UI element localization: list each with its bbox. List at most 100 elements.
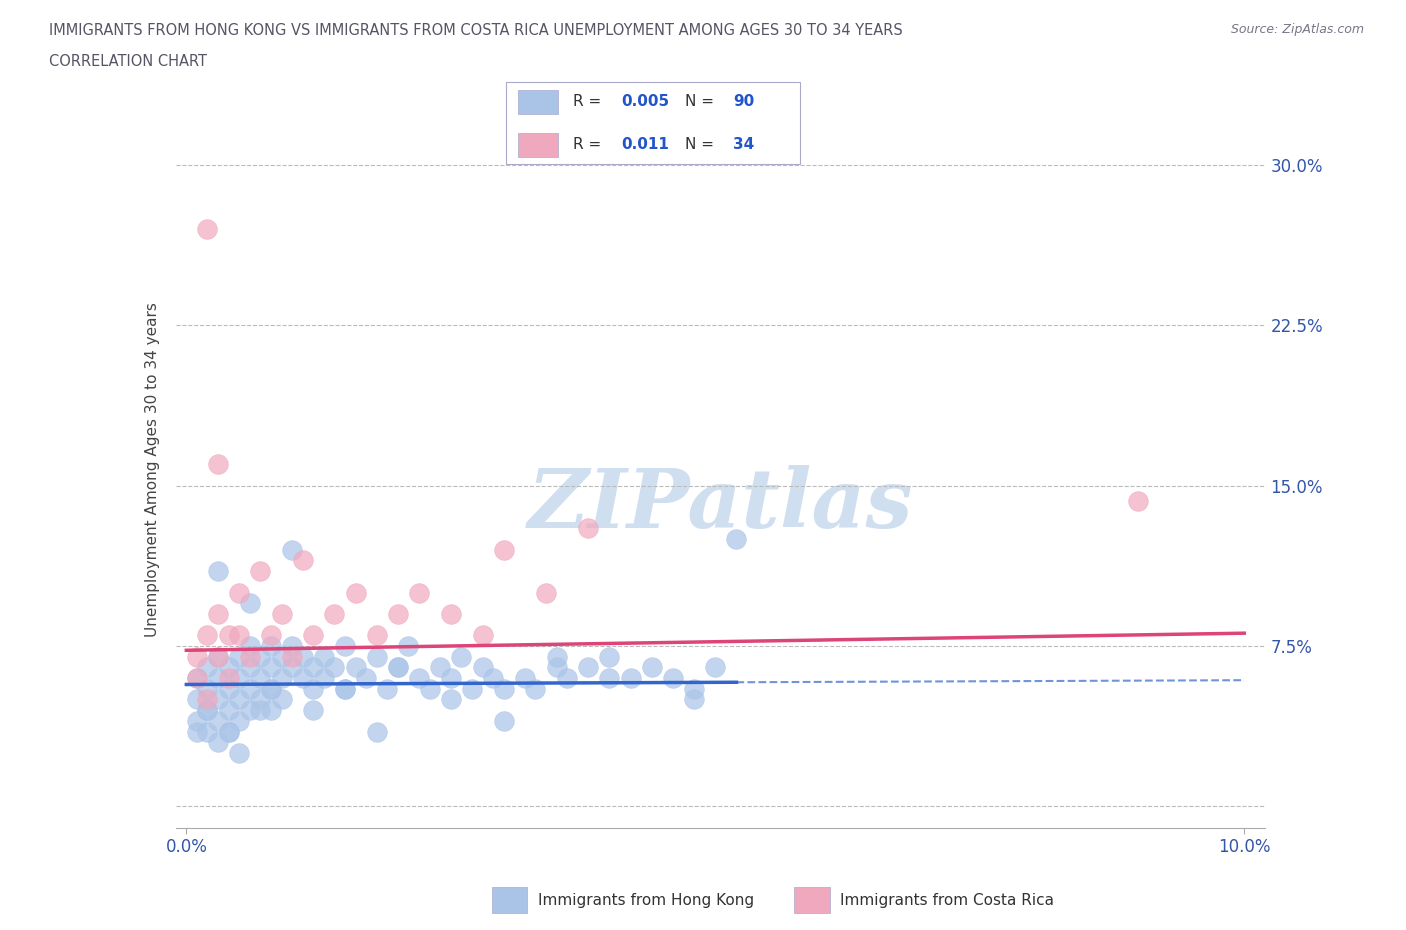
Point <box>239 682 262 697</box>
Point <box>218 724 240 739</box>
Point <box>270 692 292 707</box>
Bar <box>794 887 830 913</box>
Text: CORRELATION CHART: CORRELATION CHART <box>49 54 207 69</box>
Text: 90: 90 <box>733 94 755 110</box>
Point <box>197 628 219 643</box>
Point <box>291 553 314 568</box>
Point <box>291 671 314 685</box>
Point <box>302 682 325 697</box>
Point <box>281 639 304 654</box>
Text: 0.011: 0.011 <box>621 137 669 153</box>
Point <box>450 649 472 664</box>
Point <box>291 649 314 664</box>
Point <box>546 660 568 675</box>
Point <box>249 649 271 664</box>
Text: 0.005: 0.005 <box>621 94 669 110</box>
Point <box>207 457 229 472</box>
Point <box>641 660 664 675</box>
Text: R =: R = <box>572 94 606 110</box>
Point <box>576 521 599 536</box>
Point <box>207 692 229 707</box>
Point <box>197 221 219 236</box>
Point <box>197 682 219 697</box>
Point <box>218 682 240 697</box>
Text: R =: R = <box>572 137 610 153</box>
Point <box>207 564 229 578</box>
Point <box>228 692 250 707</box>
Point <box>471 660 494 675</box>
Text: 34: 34 <box>733 137 755 153</box>
Point <box>249 564 271 578</box>
Point <box>492 713 515 728</box>
Point <box>302 703 325 718</box>
Point <box>260 628 283 643</box>
Point <box>239 649 262 664</box>
Point <box>228 628 250 643</box>
Point <box>207 606 229 621</box>
Point <box>249 671 271 685</box>
Point <box>186 671 208 685</box>
Point <box>598 649 620 664</box>
Point <box>281 649 304 664</box>
Point <box>186 649 208 664</box>
Point <box>312 671 335 685</box>
Point <box>440 692 463 707</box>
Point <box>387 606 409 621</box>
Point <box>239 596 262 611</box>
Point <box>312 649 335 664</box>
Point <box>270 649 292 664</box>
Text: N =: N = <box>685 94 718 110</box>
Point <box>186 692 208 707</box>
Point <box>270 671 292 685</box>
Point <box>366 724 388 739</box>
Point <box>281 660 304 675</box>
Point <box>333 682 356 697</box>
Point <box>197 724 219 739</box>
Point <box>725 532 748 547</box>
Point <box>207 671 229 685</box>
Point <box>524 682 547 697</box>
Point <box>260 682 283 697</box>
Point <box>471 628 494 643</box>
Point <box>186 671 208 685</box>
Point <box>387 660 409 675</box>
Point <box>555 671 578 685</box>
Point <box>546 649 568 664</box>
Point <box>662 671 685 685</box>
Point <box>281 542 304 557</box>
Point <box>419 682 441 697</box>
FancyBboxPatch shape <box>506 82 800 164</box>
Point <box>207 649 229 664</box>
Point <box>249 692 271 707</box>
Point <box>260 660 283 675</box>
Point <box>333 639 356 654</box>
Point <box>218 724 240 739</box>
Y-axis label: Unemployment Among Ages 30 to 34 years: Unemployment Among Ages 30 to 34 years <box>145 302 160 637</box>
Bar <box>519 133 558 157</box>
Point <box>323 606 346 621</box>
Point <box>228 649 250 664</box>
Text: IMMIGRANTS FROM HONG KONG VS IMMIGRANTS FROM COSTA RICA UNEMPLOYMENT AMONG AGES : IMMIGRANTS FROM HONG KONG VS IMMIGRANTS … <box>49 23 903 38</box>
Point <box>1128 493 1150 508</box>
Text: ZIPatlas: ZIPatlas <box>527 465 914 546</box>
Point <box>354 671 377 685</box>
Point <box>344 660 367 675</box>
Point <box>260 639 283 654</box>
Text: Immigrants from Costa Rica: Immigrants from Costa Rica <box>841 893 1054 908</box>
Point <box>260 703 283 718</box>
Point <box>366 628 388 643</box>
Point <box>249 703 271 718</box>
Point <box>228 671 250 685</box>
Point <box>239 660 262 675</box>
Point <box>576 660 599 675</box>
Point <box>704 660 727 675</box>
Point <box>344 585 367 600</box>
Point <box>218 703 240 718</box>
Point <box>408 585 430 600</box>
Point <box>620 671 643 685</box>
Point <box>197 703 219 718</box>
Point <box>218 628 240 643</box>
Point <box>366 649 388 664</box>
Point <box>387 660 409 675</box>
Text: N =: N = <box>685 137 718 153</box>
